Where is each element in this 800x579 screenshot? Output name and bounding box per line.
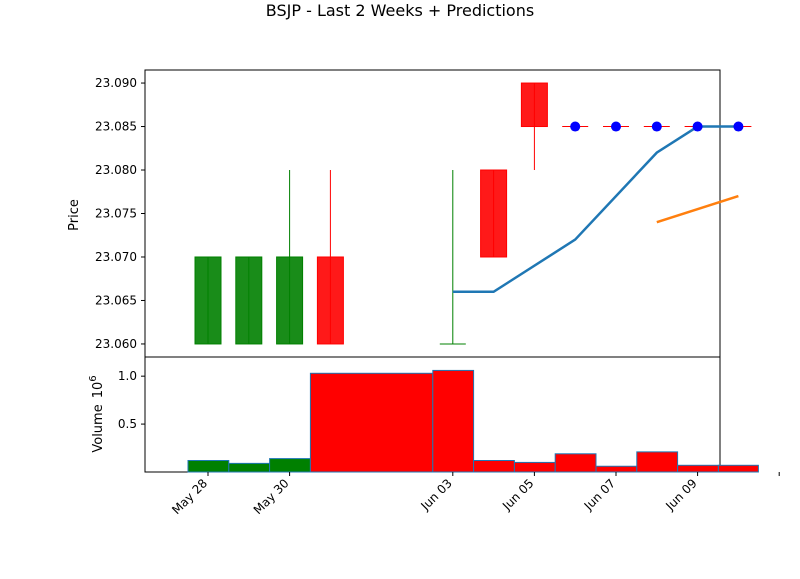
volume-bar	[636, 451, 679, 473]
volume-bar	[309, 372, 434, 473]
volume-marks	[187, 369, 759, 473]
volume-bar	[269, 458, 311, 473]
price-y-tick-label: 23.060	[95, 337, 137, 351]
candle-body	[316, 256, 344, 345]
volume-bar	[187, 460, 230, 473]
x-tick-label: Jun 03	[418, 476, 455, 513]
price-axes-frame	[144, 69, 721, 358]
volume-y-label: Volume 106	[88, 375, 106, 452]
x-axis-ticks: May 28 May 30 Jun 03 Jun 05 Jun 07 Jun 09	[169, 472, 780, 517]
volume-bar	[554, 453, 597, 473]
price-y-label: Price	[67, 199, 82, 231]
candle-body	[480, 169, 508, 258]
price-y-tick-label: 23.080	[95, 163, 137, 177]
x-tick-label: May 28	[169, 476, 210, 517]
volume-bar	[677, 464, 719, 473]
prediction-marker	[651, 121, 662, 132]
x-tick-label: Jun 07	[581, 476, 618, 513]
candle-body	[276, 256, 304, 345]
price-y-tick-label: 23.085	[95, 120, 137, 134]
x-tick-label: May 30	[251, 476, 292, 517]
volume-bar	[473, 460, 515, 473]
prediction-marker	[570, 121, 581, 132]
volume-bar	[228, 462, 271, 473]
volume-y-tick-label: 0.5	[118, 417, 137, 431]
x-tick-label: Jun 05	[499, 476, 536, 513]
volume-bar	[595, 465, 638, 473]
x-tick-label: Jun 09	[662, 476, 699, 513]
volume-scale-base: 10	[91, 382, 106, 399]
volume-y-label-text: Volume	[91, 404, 106, 452]
volume-y-tick-label: 1.0	[118, 369, 137, 383]
volume-panel: 0.5 1.0 May 28 May 30 Jun 03 Jun 05 Jun 07 Jun…	[88, 356, 780, 517]
prediction-marker	[611, 121, 621, 132]
volume-bar	[717, 464, 759, 473]
candle-body	[520, 82, 548, 128]
price-y-ticks: 23.060 23.065 23.070 23.075 23.080 23.085 23.0…	[95, 76, 145, 351]
prediction-marker	[733, 121, 744, 132]
prediction-marker	[692, 121, 703, 132]
volume-y-ticks: 0.5 1.0	[118, 369, 145, 431]
price-y-tick-label: 23.090	[95, 76, 137, 90]
chart-title: BSJP - Last 2 Weeks + Predictions	[266, 1, 534, 20]
volume-bar	[432, 369, 475, 473]
candle-body	[194, 256, 222, 345]
price-panel: 23.060 23.065 23.070 23.075 23.080 23.085 23.0…	[67, 69, 752, 358]
prediction-line-2	[656, 194, 739, 224]
prediction-line-1	[452, 125, 739, 294]
price-y-tick-label: 23.065	[95, 293, 137, 307]
volume-scale-exponent: 6	[88, 375, 99, 381]
price-y-tick-label: 23.075	[95, 207, 137, 221]
price-y-tick-label: 23.070	[95, 250, 137, 264]
price-marks	[194, 82, 752, 345]
volume-bar	[513, 461, 556, 473]
candle-body	[235, 256, 263, 345]
